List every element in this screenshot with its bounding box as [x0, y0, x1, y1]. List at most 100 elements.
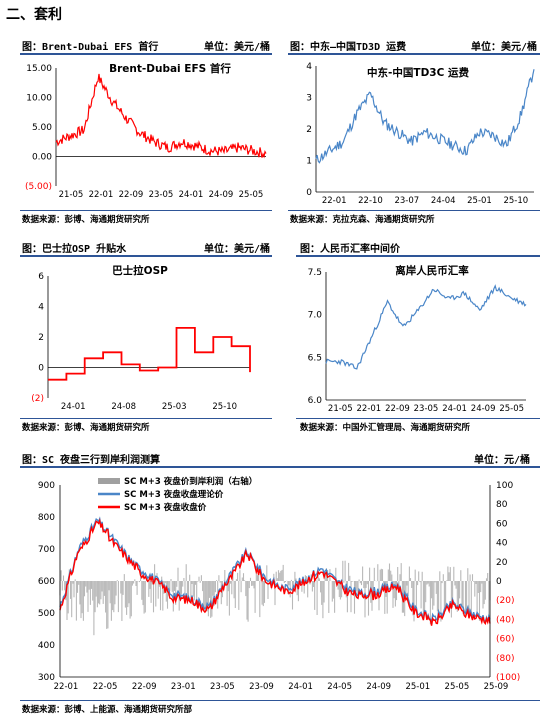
section-title: 二、套利: [6, 7, 62, 23]
chart1-ytick-label: 10.00: [26, 94, 52, 104]
chart1-xtick-label: 22-09: [119, 190, 144, 200]
chart4-series-line: [325, 284, 527, 370]
chart1-xtick-label: 25-05: [239, 190, 264, 200]
chart2-xtick-label: 25-01: [467, 196, 492, 206]
chart2-xtick-label: 22-01: [322, 196, 347, 206]
chart1-source: 数据来源：彭博、海通期货研究所: [22, 215, 150, 225]
chart1-xtick-label: 24-09: [209, 190, 234, 200]
chart5-close-line: [59, 518, 491, 626]
chart3-xtick-label: 25-10: [212, 402, 237, 412]
chart4-ytick-label: 7.0: [308, 311, 323, 321]
chart5-ytick-right: 60: [496, 519, 508, 529]
chart2-chart-title: 中东-中国TD3C 运费: [367, 66, 469, 79]
chart5-legend-swatch-profit: [98, 478, 120, 484]
chart1-chart-title: Brent-Dubai EFS 首行: [109, 62, 231, 75]
chart1-ytick-label: 15.00: [26, 64, 52, 74]
chart2-header: 图：中东—中国TD3D 运费: [290, 42, 407, 53]
chart4-xtick-label: 25-05: [499, 404, 524, 414]
chart4-source: 数据来源：中国外汇管理局、海通期货研究所: [300, 423, 471, 433]
chart5-xtick-label: 23-05: [210, 682, 235, 692]
chart5-ytick-left: 500: [38, 609, 55, 619]
chart2-xtick-label: 24-04: [431, 196, 456, 206]
chart4-ytick-label: 7.5: [308, 268, 322, 278]
chart4-header: 图：人民币汇率中间价: [300, 244, 400, 255]
chart3-xtick-label: 25-03: [162, 402, 187, 412]
chart5-footer-rule: [20, 700, 540, 701]
chart5-legend-close: SC M+3 夜盘收盘价: [124, 502, 207, 513]
chart4-xtick-label: 24-09: [471, 404, 496, 414]
chart5-ytick-right: 20: [496, 558, 508, 568]
chart4-xtick-label: 22-01: [357, 404, 382, 414]
chart2-ytick-label: 4: [306, 62, 312, 72]
chart1-ytick-label: 0.00: [32, 153, 52, 163]
chart3-ytick-label: 0: [38, 364, 44, 374]
chart3-header-rule: [20, 255, 272, 257]
chart1-unit: 单位：美元/桶: [203, 42, 270, 53]
chart4-xtick-label: 24-01: [442, 404, 467, 414]
chart4-ytick-label: 6.0: [308, 396, 323, 406]
chart5-header: 图：SC 夜盘三行到岸利润测算: [22, 455, 161, 466]
chart5-ytick-right: 40: [496, 539, 508, 549]
chart3-chart-title: 巴士拉OSP: [112, 264, 168, 277]
chart5-xtick-label: 24-05: [327, 682, 352, 692]
chart1-ytick-label: 5.00: [32, 123, 52, 133]
chart5-plot: 900 800 700 600 500 400 300 100 80 60 40 20 0 (20) (40…: [38, 476, 520, 692]
chart5-xtick-label: 24-01: [288, 682, 313, 692]
chart5-ytick-right: (40): [496, 615, 514, 625]
chart4-xtick-label: 21-05: [328, 404, 353, 414]
chart1-footer-rule: [20, 210, 272, 211]
chart2-ytick-label: 0: [306, 188, 312, 198]
chart2-xtick-label: 23-07: [394, 196, 419, 206]
chart5-ytick-left: 400: [38, 641, 55, 651]
chart5-xtick-label: 25-01: [405, 682, 430, 692]
chart2-ytick-label: 1: [306, 157, 312, 167]
chart5-xtick-label: 25-05: [445, 682, 470, 692]
chart5-ytick-right: (80): [496, 654, 514, 664]
chart4-ytick-label: 6.5: [308, 353, 322, 363]
chart1-xtick-label: 21-05: [59, 190, 84, 200]
chart1-series-line: [55, 73, 267, 159]
chart5-xtick-label: 22-05: [93, 682, 118, 692]
chart5-xtick-label: 23-09: [249, 682, 274, 692]
chart3-footer-rule: [20, 418, 272, 419]
chart5-xtick-label: 22-01: [54, 682, 79, 692]
chart5-ytick-right: (60): [496, 635, 514, 645]
chart2-series-line: [315, 69, 535, 164]
chart3-xtick-label: 24-08: [111, 402, 136, 412]
chart1-header-rule: [20, 53, 272, 55]
chart5-unit: 单位：元/桶: [473, 455, 530, 466]
chart5-xtick-label: 22-09: [132, 682, 157, 692]
chart3-ytick-label: 2: [38, 333, 44, 343]
chart4-xtick-label: 23-05: [414, 404, 439, 414]
chart4-chart-title: 离岸人民币汇率: [395, 264, 469, 277]
chart5-ytick-left: 800: [38, 513, 55, 523]
chart5-xtick-label: 25-09: [484, 682, 509, 692]
chart3-ytick-label: (2): [31, 394, 44, 404]
chart1-xtick-label: 24-01: [179, 190, 204, 200]
chart2-ytick-label: 2: [306, 125, 312, 135]
chart2-footer-rule: [288, 210, 540, 211]
chart2-source: 数据来源：克拉克森、海通期货研究所: [290, 215, 435, 225]
chart3-plot: 6 4 2 0 (2) 24-01 24-08 25-03 25-10 巴士拉OSP: [31, 264, 251, 412]
chart1-xtick-label: 22-01: [89, 190, 114, 200]
chart2-xtick-label: 25-10: [503, 196, 528, 206]
chart5-legend-profit: SC M+3 夜盘价到岸利润（右轴）: [124, 476, 257, 487]
chart3-unit: 单位：美元/桶: [203, 244, 270, 255]
chart4-header-rule: [296, 255, 540, 257]
chart5-xtick-label: 23-01: [171, 682, 196, 692]
chart5-ytick-right: (100): [496, 673, 520, 683]
chart5-legend-theory: SC M+3 夜盘收盘理论价: [124, 489, 224, 500]
chart2-ytick-label: 3: [306, 94, 312, 104]
chart2-unit: 单位：美元/桶: [470, 42, 537, 53]
chart3-xtick-label: 24-01: [61, 402, 86, 412]
chart1-plot: 15.00 10.00 5.00 0.00 (5.00) 21-05 22-01 22-09 2…: [25, 62, 267, 200]
chart4-footer-rule: [296, 418, 540, 419]
chart1-xtick-label: 23-05: [149, 190, 174, 200]
chart5-ytick-left: 700: [38, 545, 55, 555]
chart5-ytick-right: 0: [496, 577, 502, 587]
chart5-source: 数据来源：彭博、上能源、海通期货研究所部: [22, 705, 193, 715]
chart5-ytick-right: 80: [496, 500, 508, 510]
chart5-theory-line: [59, 516, 491, 624]
chart1-ytick-label: (5.00): [25, 182, 52, 192]
chart5-header-rule: [20, 466, 540, 468]
